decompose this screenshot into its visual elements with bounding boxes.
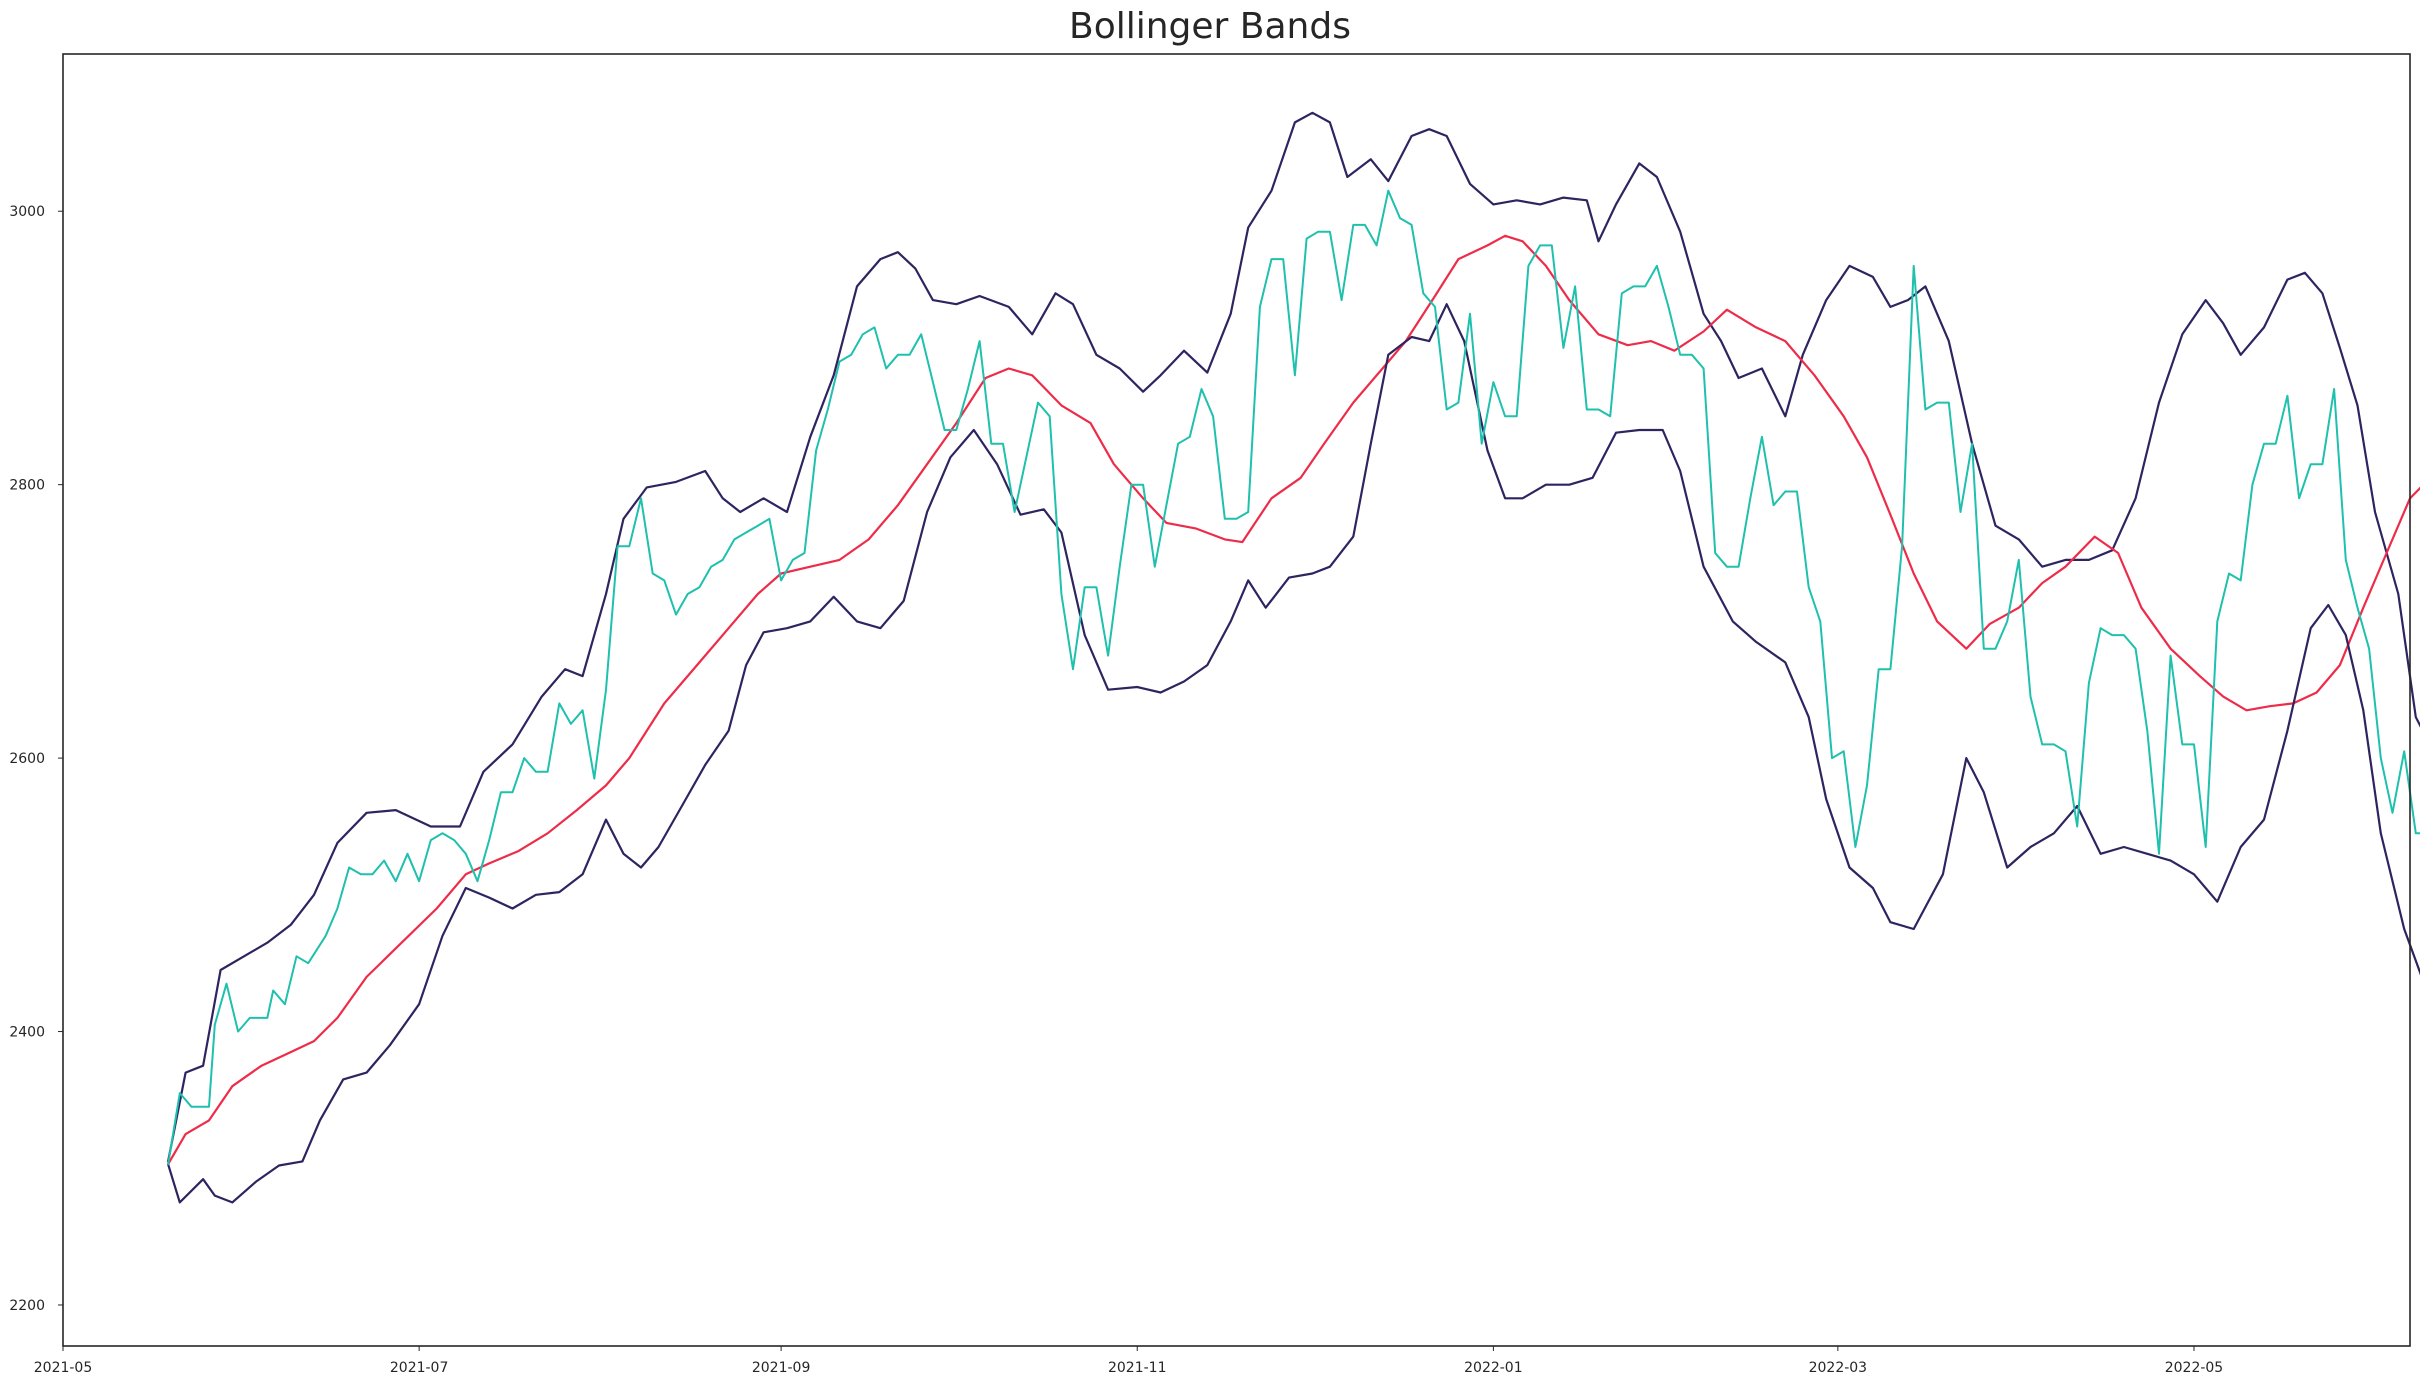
chart-title: Bollinger Bands <box>1069 6 1351 47</box>
y-tick-label: 2800 <box>9 478 45 494</box>
y-tick-label: 2200 <box>9 1298 45 1314</box>
series-line-moving-average <box>167 234 2420 1166</box>
plot-frame <box>62 53 2411 1347</box>
x-tick-label: 2021-09 <box>752 1360 811 1376</box>
y-axis: 2200 2400 2600 2800 3000 <box>9 204 63 1314</box>
series-line-upper-band <box>167 111 2420 1163</box>
y-tick-label: 2400 <box>9 1025 45 1041</box>
y-tick-label: 3000 <box>9 204 45 220</box>
x-tick-label: 2021-11 <box>1108 1360 1167 1376</box>
series-layer <box>167 111 2420 1204</box>
x-tick-label: 2022-01 <box>1464 1360 1523 1376</box>
x-tick-label: 2022-03 <box>1809 1360 1868 1376</box>
x-tick-label: 2021-07 <box>390 1360 449 1376</box>
series-line-lower-band <box>167 303 2420 1204</box>
y-tick-label: 2600 <box>9 751 45 767</box>
x-tick-label: 2022-05 <box>2165 1360 2224 1376</box>
x-axis: 2021-05 2021-07 2021-09 2021-11 2022-01 2022-… <box>34 1346 2223 1376</box>
x-tick-label: 2021-05 <box>34 1360 93 1376</box>
series-line-close-price <box>167 189 2420 1166</box>
